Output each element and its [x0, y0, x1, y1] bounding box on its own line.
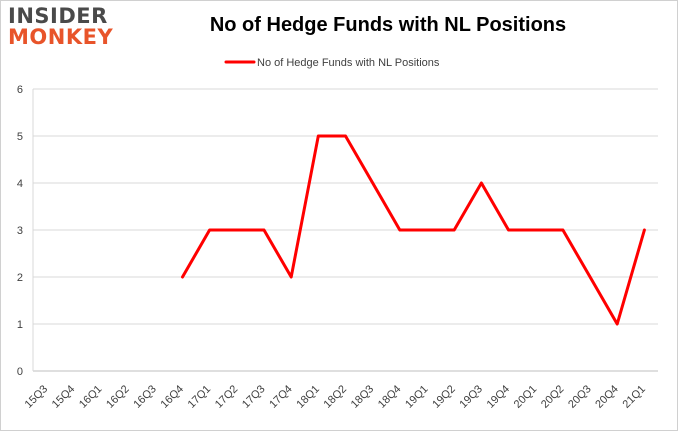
data-point-19Q3	[480, 181, 483, 185]
y-tick-label: 5	[17, 131, 23, 143]
data-point-17Q3	[262, 228, 266, 232]
x-tick-label: 19Q2	[430, 383, 458, 411]
x-tick-label: 20Q4	[593, 383, 621, 411]
x-tick-label: 20Q2	[539, 383, 567, 411]
y-tick-label: 4	[17, 178, 23, 190]
data-point-20Q4	[616, 322, 619, 326]
series-line-0	[181, 134, 646, 326]
y-tick-label: 0	[17, 366, 23, 378]
x-tick-label: 18Q4	[376, 383, 404, 411]
x-tick-label: 19Q3	[457, 383, 485, 411]
x-tick-label: 15Q4	[50, 383, 78, 411]
x-tick-label: 18Q3	[349, 383, 377, 411]
y-tick-label: 6	[17, 84, 23, 96]
x-tick-label: 16Q4	[159, 383, 187, 411]
y-tick-label: 2	[17, 272, 23, 284]
x-tick-label: 19Q4	[485, 383, 513, 411]
insider-monkey-logo: INSIDER MONKEY	[8, 6, 113, 48]
data-point-20Q1	[534, 228, 537, 232]
logo-line-1: INSIDER	[8, 4, 108, 28]
data-point-18Q3	[371, 181, 374, 185]
data-point-19Q2	[452, 228, 456, 232]
data-point-21Q1	[643, 228, 646, 232]
x-tick-label: 18Q2	[322, 383, 350, 411]
x-tick-label: 21Q1	[620, 383, 648, 411]
data-point-17Q4	[289, 275, 293, 279]
data-point-18Q1	[317, 134, 320, 138]
x-tick-label: 19Q1	[403, 383, 431, 411]
x-tick-label: 17Q4	[267, 383, 295, 411]
x-tick-label: 15Q3	[23, 383, 51, 411]
x-tick-label: 16Q3	[131, 383, 159, 411]
data-point-18Q2	[344, 134, 347, 138]
data-point-16Q4	[181, 275, 184, 279]
data-point-20Q3	[588, 275, 592, 279]
x-tick-label: 20Q1	[512, 383, 540, 411]
x-tick-label: 16Q1	[77, 383, 105, 411]
x-tick-label: 20Q3	[566, 383, 594, 411]
logo-line-2: MONKEY	[8, 25, 114, 49]
data-point-19Q1	[425, 228, 429, 232]
legend-label: No of Hedge Funds with NL Positions	[257, 57, 440, 69]
data-point-17Q1	[208, 228, 211, 232]
y-tick-label: 1	[17, 319, 23, 331]
data-point-19Q4	[507, 228, 510, 232]
x-tick-label: 18Q1	[294, 383, 322, 411]
x-tick-label: 16Q2	[104, 383, 132, 411]
y-tick-label: 3	[17, 225, 23, 237]
data-point-18Q4	[398, 228, 402, 232]
x-tick-label: 17Q1	[186, 383, 214, 411]
x-tick-label: 17Q2	[213, 383, 241, 411]
x-tick-label: 17Q3	[240, 383, 268, 411]
data-point-17Q2	[235, 228, 239, 232]
data-point-20Q2	[561, 228, 565, 232]
chart-title: No of Hedge Funds with NL Positions	[209, 14, 567, 36]
